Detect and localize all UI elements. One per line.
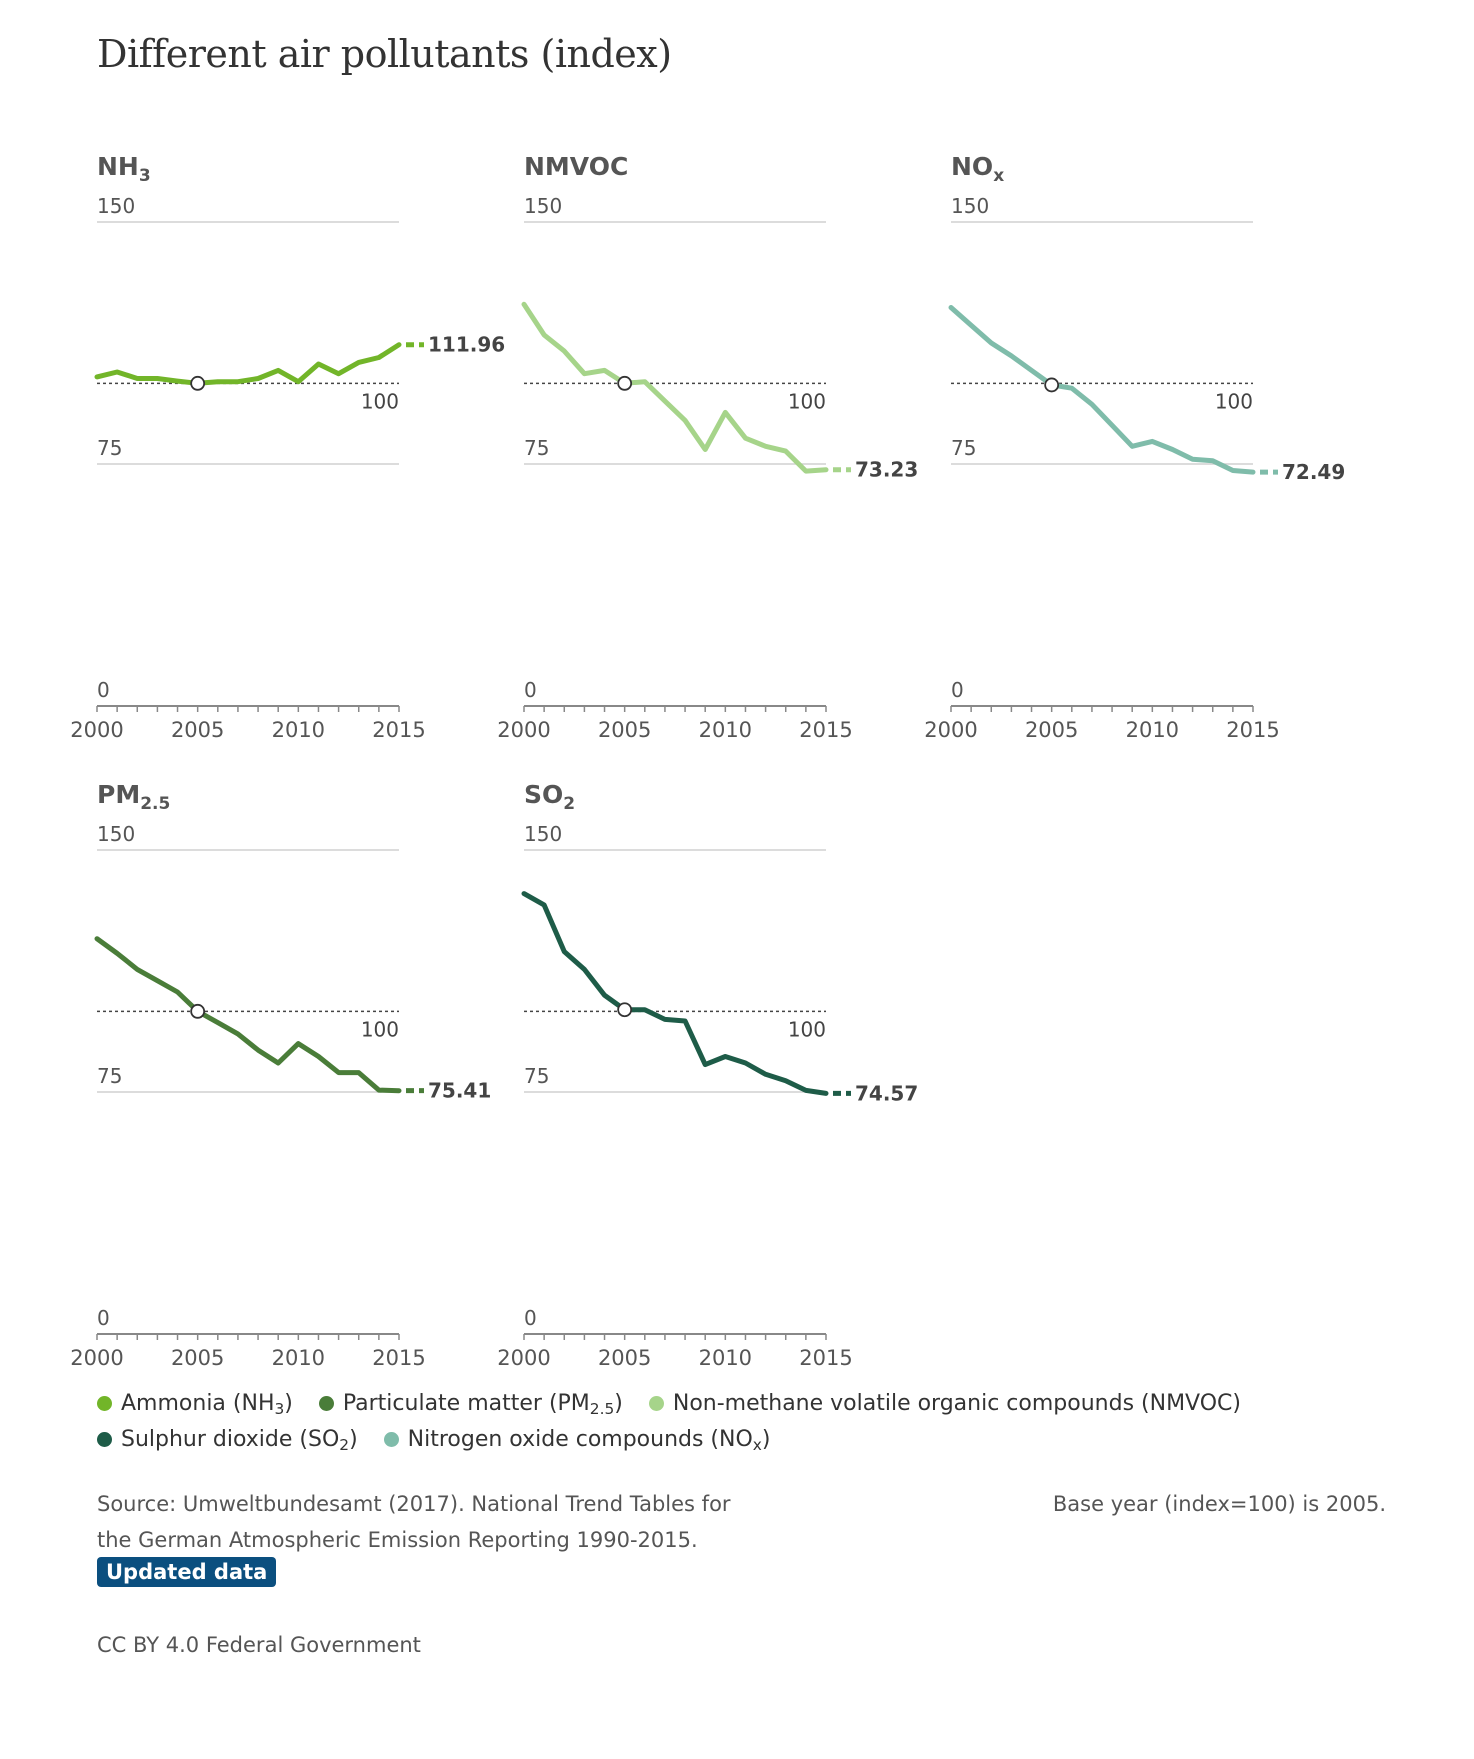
- legend-item: Non-methane volatile organic compounds (…: [648, 1390, 1241, 1416]
- x-tick-label: 2015: [799, 718, 852, 742]
- y-tick-label: 75: [951, 436, 976, 460]
- y-tick-label: 0: [97, 678, 110, 702]
- x-tick-label: 2010: [272, 1346, 325, 1370]
- legend-item: Sulphur dioxide (SO2): [97, 1427, 358, 1452]
- base-year-marker: [617, 375, 633, 391]
- last-value-label: 73.23: [855, 458, 918, 482]
- legend-label: Non-methane volatile organic compounds (…: [672, 1390, 1241, 1416]
- y-tick-label: 150: [524, 194, 562, 218]
- last-value-label: 111.96: [428, 333, 505, 357]
- legend-swatch: [648, 1395, 664, 1411]
- x-tick-label: 2005: [1025, 718, 1078, 742]
- x-tick-label: 2015: [372, 1346, 425, 1370]
- base-year-marker: [617, 1002, 633, 1018]
- y-tick-label: 150: [97, 822, 135, 846]
- panel-title-nox: NOx: [951, 152, 1004, 186]
- series-line-nmvoc: [521, 301, 829, 474]
- legend-swatch: [97, 1431, 112, 1447]
- x-tick-label: 2000: [70, 1346, 123, 1370]
- legend-swatch: [383, 1431, 399, 1447]
- base-value-label: 100: [361, 1017, 399, 1041]
- updated-data-button[interactable]: Updated data: [97, 1557, 277, 1587]
- legend-swatch: [97, 1395, 112, 1411]
- legend-swatch: [318, 1395, 334, 1411]
- series-line-so2: [521, 891, 829, 1096]
- legend-row: Ammonia (NH3) Particulate matter (PM2.5) N…: [97, 1390, 1297, 1416]
- y-tick-label: 150: [524, 822, 562, 846]
- legend-label: Sulphur dioxide (SO2): [121, 1426, 358, 1454]
- panel-nh3: NH3 150 75 0 2000 2005 2010 2015 100 111.96: [70, 152, 505, 742]
- x-tick-label: 2005: [598, 718, 651, 742]
- license-note: CC BY 4.0 Federal Government: [97, 1633, 421, 1657]
- base-value-label: 100: [788, 389, 826, 413]
- panel-pm25: PM2.5 150 75 0 2000 2005 2010 2015 100 75.41: [70, 780, 491, 1370]
- panel-title-nh3: NH3: [97, 152, 151, 186]
- small-multiples-charts: NH3 150 75 0 2000 2005 2010 2015 100 111.96 NMVOC 1…: [70, 152, 1345, 1370]
- series-line-nh3: [94, 342, 402, 386]
- x-tick-label: 2000: [70, 718, 123, 742]
- x-tick-label: 2010: [699, 1346, 752, 1370]
- source-line-2: the German Atmospheric Emission Reportin…: [97, 1528, 698, 1552]
- panel-title-nmvoc: NMVOC: [524, 152, 628, 181]
- last-value-label: 72.49: [1282, 460, 1345, 484]
- base-year-marker: [1044, 377, 1060, 393]
- panel-so2: SO2 150 75 0 2000 2005 2010 2015 100 74.57: [497, 780, 918, 1370]
- y-tick-label: 0: [951, 678, 964, 702]
- source-note: Source: Umweltbundesamt (2017). National…: [97, 1486, 737, 1558]
- y-tick-label: 75: [97, 1064, 122, 1088]
- legend-label: Nitrogen oxide compounds (NOx): [407, 1426, 771, 1454]
- base-value-label: 100: [1215, 389, 1253, 413]
- x-tick-label: 2015: [1226, 718, 1279, 742]
- x-tick-label: 2010: [1126, 718, 1179, 742]
- source-line-1: Source: Umweltbundesamt (2017). National…: [97, 1492, 731, 1516]
- x-tick-label: 2010: [699, 718, 752, 742]
- y-tick-label: 75: [524, 436, 549, 460]
- x-tick-label: 2000: [924, 718, 977, 742]
- chart-title: Different air pollutants (index): [97, 32, 672, 76]
- last-value-label: 75.41: [428, 1079, 491, 1103]
- y-tick-label: 75: [97, 436, 122, 460]
- x-tick-label: 2005: [598, 1346, 651, 1370]
- base-value-label: 100: [361, 389, 399, 413]
- panel-nox: NOx 150 75 0 2000 2005 2010 2015 100 72.49: [924, 152, 1345, 742]
- x-tick-label: 2005: [171, 718, 224, 742]
- legend: Ammonia (NH3) Particulate matter (PM2.5) N…: [97, 1390, 1297, 1462]
- x-tick-label: 2005: [171, 1346, 224, 1370]
- series-line-nox: [948, 305, 1256, 475]
- y-tick-label: 0: [524, 1306, 537, 1330]
- x-tick-label: 2015: [372, 718, 425, 742]
- y-tick-label: 75: [524, 1064, 549, 1088]
- y-tick-label: 0: [97, 1306, 110, 1330]
- base-year-note: Base year (index=100) is 2005.: [1052, 1492, 1386, 1516]
- legend-label: Ammonia (NH3): [121, 1390, 293, 1418]
- y-tick-label: 150: [951, 194, 989, 218]
- y-tick-label: 150: [97, 194, 135, 218]
- x-tick-label: 2010: [272, 718, 325, 742]
- legend-label: Particulate matter (PM2.5): [342, 1390, 623, 1418]
- series-line-pm25: [94, 936, 402, 1094]
- base-value-label: 100: [788, 1017, 826, 1041]
- legend-row: Sulphur dioxide (SO2) Nitrogen oxide comp…: [97, 1426, 1297, 1452]
- x-tick-label: 2000: [497, 1346, 550, 1370]
- y-tick-label: 0: [524, 678, 537, 702]
- x-tick-label: 2015: [799, 1346, 852, 1370]
- base-year-marker: [190, 1003, 206, 1019]
- panel-title-so2: SO2: [524, 780, 575, 814]
- legend-item: Nitrogen oxide compounds (NOx): [383, 1426, 771, 1454]
- panel-nmvoc: NMVOC 150 75 0 2000 2005 2010 2015 100 73.23: [497, 152, 918, 742]
- last-value-label: 74.57: [855, 1081, 918, 1105]
- legend-item: Ammonia (NH3): [97, 1391, 293, 1416]
- x-tick-label: 2000: [497, 718, 550, 742]
- panel-title-pm25: PM2.5: [97, 780, 170, 814]
- legend-item: Particulate matter (PM2.5): [318, 1390, 623, 1418]
- base-year-marker: [190, 375, 206, 391]
